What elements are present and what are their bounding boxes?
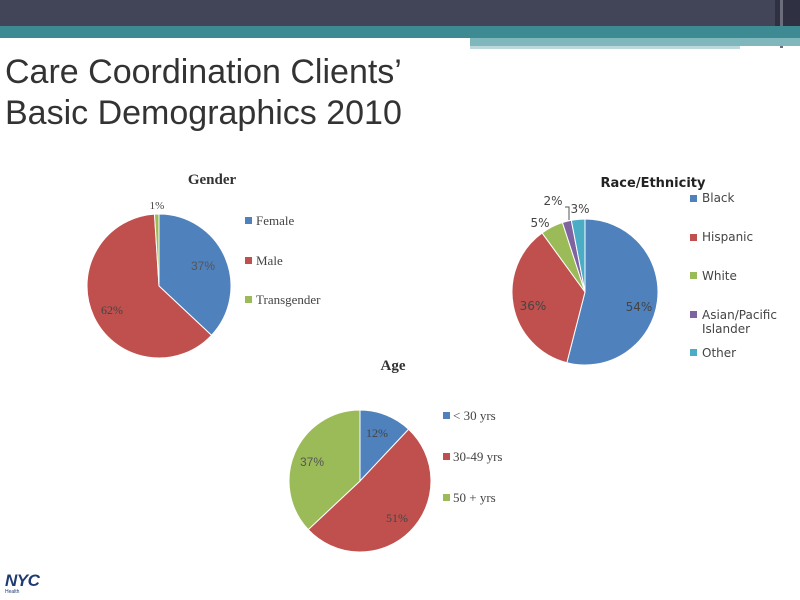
race-data-labels: 54% 36% 5% 2% 3% xyxy=(520,194,653,314)
race-legend-other: Other xyxy=(702,346,736,360)
age-chart-title: Age xyxy=(381,358,406,374)
gender-data-labels: 37% 62% 1% xyxy=(101,200,215,317)
gender-slice-transgender xyxy=(153,213,160,287)
race-ethnicity-chart: Race/Ethnicity 54% 36% 5% 2% 3% Black Hi… xyxy=(511,176,781,366)
race-slice-hispanic xyxy=(511,232,586,364)
gender-chart-title: Gender xyxy=(188,172,237,188)
race-slice-other xyxy=(570,218,586,293)
header-stripe xyxy=(0,26,800,38)
age-data-labels: 12% 51% 37% xyxy=(300,426,408,525)
age-slice-50-yrs xyxy=(288,409,361,531)
gender-label-female: 37% xyxy=(191,259,215,273)
race-label-black: 54% xyxy=(626,300,653,314)
nyc-health-logo: NYC Health xyxy=(5,572,61,596)
race-slice-black xyxy=(566,218,659,366)
race-legend-swatch-other xyxy=(690,349,697,356)
race-label-hispanic: 36% xyxy=(520,299,547,313)
race-legend-asian-line1: Asian/Pacific xyxy=(702,308,777,322)
gender-legend-transgender: Transgender xyxy=(256,292,321,307)
race-slices xyxy=(511,218,659,366)
age-legend: < 30 yrs 30-49 yrs 50 + yrs xyxy=(443,408,502,505)
gender-label-male: 62% xyxy=(101,303,123,317)
race-legend-asian-line2: Islander xyxy=(702,322,750,336)
age-label-under30: 12% xyxy=(366,426,388,440)
race-chart-title: Race/Ethnicity xyxy=(601,176,706,191)
race-legend-black: Black xyxy=(702,191,735,205)
gender-slice-female xyxy=(158,213,232,336)
race-legend-white: White xyxy=(702,269,737,283)
race-legend-swatch-white xyxy=(690,272,697,279)
header-tab xyxy=(775,0,800,26)
gender-legend-swatch-female xyxy=(245,217,252,224)
race-label-white: 5% xyxy=(530,216,549,230)
age-chart: Age 12% 51% 37% < 30 yrs 30-49 yrs 50 + … xyxy=(288,358,502,553)
gender-legend-female: Female xyxy=(256,213,294,228)
race-legend-asian: Asian/Pacific Islander xyxy=(702,308,781,336)
age-slice-30-49-yrs xyxy=(307,428,432,553)
race-legend: Black Hispanic White Asian/Pacific Islan… xyxy=(690,191,781,360)
gender-chart: Gender 37% 62% 1% Female Male Transgende… xyxy=(86,172,321,359)
race-leader-line xyxy=(565,206,570,220)
gender-label-transgender: 1% xyxy=(150,200,165,212)
slide-title: Care Coordination Clients’ Basic Demogra… xyxy=(5,52,402,134)
header-bar xyxy=(0,0,800,26)
age-legend-swatch-30to49 xyxy=(443,453,450,460)
gender-legend-swatch-transgender xyxy=(245,296,252,303)
race-legend-swatch-black xyxy=(690,195,697,202)
race-legend-hispanic: Hispanic xyxy=(702,230,753,244)
header-stripe-light xyxy=(470,38,800,46)
header-stripe-faint xyxy=(470,46,740,49)
logo-text: NYC xyxy=(5,571,40,590)
age-legend-under30: < 30 yrs xyxy=(453,408,496,423)
age-legend-swatch-50plus xyxy=(443,494,450,501)
gender-slice-male xyxy=(86,213,213,359)
race-label-asian: 2% xyxy=(543,194,562,208)
slide-title-line1: Care Coordination Clients’ xyxy=(5,53,402,91)
age-legend-50plus: 50 + yrs xyxy=(453,490,496,505)
age-label-30to49: 51% xyxy=(386,511,408,525)
gender-legend-swatch-male xyxy=(245,257,252,264)
age-legend-swatch-under30 xyxy=(443,412,450,419)
slide-title-line2: Basic Demographics 2010 xyxy=(5,94,402,132)
logo-subtext: Health xyxy=(5,589,20,595)
age-legend-30to49: 30-49 yrs xyxy=(453,449,502,464)
gender-legend-male: Male xyxy=(256,253,283,268)
race-legend-swatch-asian xyxy=(690,311,697,318)
race-label-other: 3% xyxy=(570,202,589,216)
age-label-50plus: 37% xyxy=(300,455,324,469)
age-slices xyxy=(288,409,432,553)
gender-slices xyxy=(86,213,232,359)
gender-legend: Female Male Transgender xyxy=(245,213,321,307)
race-legend-swatch-hispanic xyxy=(690,234,697,241)
header-tab-accent xyxy=(780,0,783,48)
